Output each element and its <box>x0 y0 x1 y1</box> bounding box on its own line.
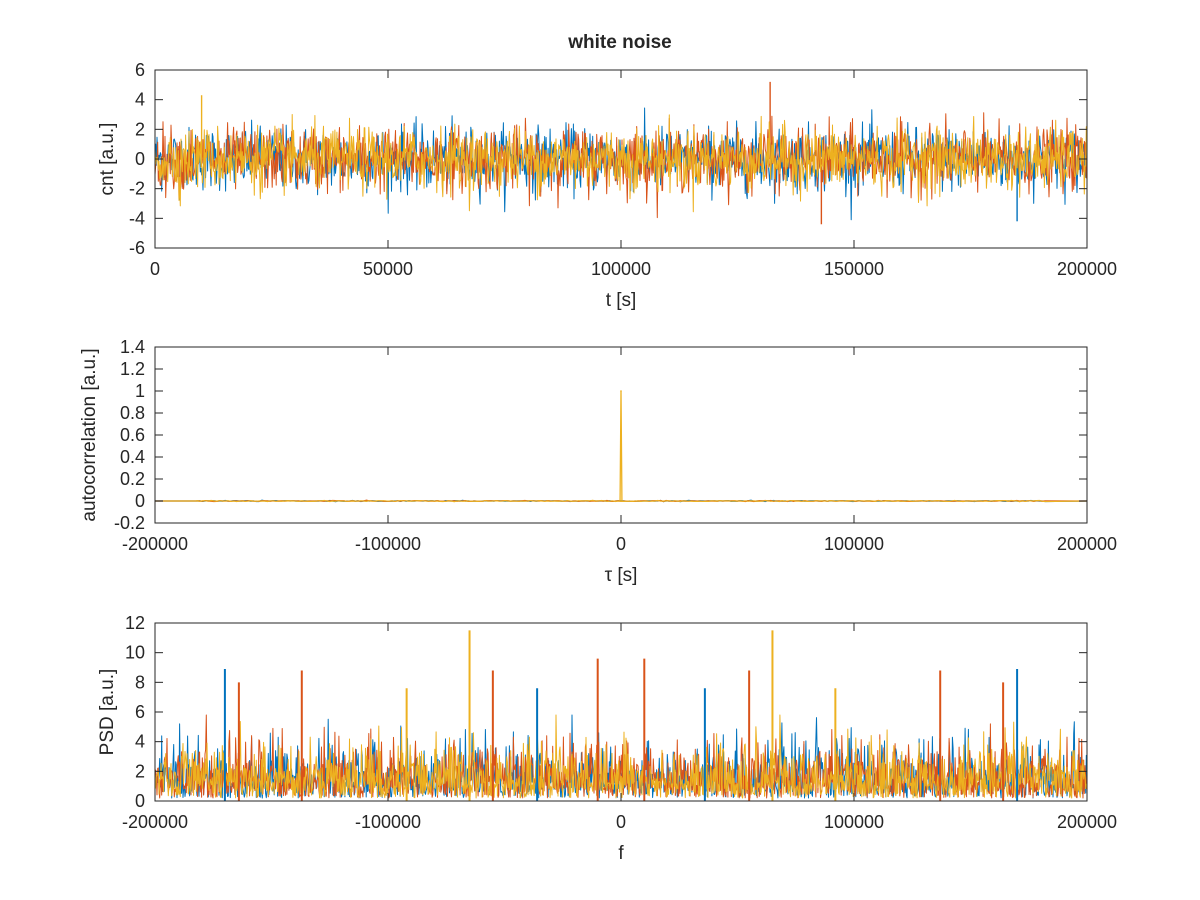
x-tick-label: 100000 <box>824 534 884 554</box>
x-tick-label: -200000 <box>122 534 188 554</box>
series-line-3 <box>155 114 1087 213</box>
y-tick-label: -6 <box>129 238 145 258</box>
y-axis-label: autocorrelation [a.u.] <box>79 348 100 521</box>
y-tick-label: 8 <box>135 672 145 692</box>
y-axis-label: cnt [a.u.] <box>97 123 118 196</box>
y-tick-label: 0 <box>135 149 145 169</box>
y-tick-label: 4 <box>135 732 145 752</box>
x-tick-label: 200000 <box>1057 259 1117 279</box>
y-tick-label: 2 <box>135 119 145 139</box>
y-tick-label: -4 <box>129 208 145 228</box>
x-tick-label: 0 <box>616 812 626 832</box>
y-tick-label: 1.2 <box>120 359 145 379</box>
y-tick-label: 1 <box>135 381 145 401</box>
y-tick-label: 0 <box>135 491 145 511</box>
x-axis-label: f <box>618 843 624 864</box>
y-tick-label: 2 <box>135 761 145 781</box>
y-tick-label: -0.2 <box>114 513 145 533</box>
x-tick-label: -100000 <box>355 534 421 554</box>
x-tick-label: 200000 <box>1057 812 1117 832</box>
y-tick-label: 0 <box>135 791 145 811</box>
x-tick-label: 0 <box>150 259 160 279</box>
y-axis-label: PSD [a.u.] <box>97 669 118 756</box>
y-tick-label: 4 <box>135 90 145 110</box>
x-tick-label: -200000 <box>122 812 188 832</box>
y-tick-label: 0.4 <box>120 447 145 467</box>
y-tick-label: 0.8 <box>120 403 145 423</box>
series-line-2 <box>155 714 1087 799</box>
x-tick-label: -100000 <box>355 812 421 832</box>
y-tick-label: 12 <box>125 613 145 633</box>
y-tick-label: 0.2 <box>120 469 145 489</box>
x-axis-label: τ [s] <box>605 565 638 586</box>
y-tick-label: 1.4 <box>120 337 145 357</box>
x-tick-label: 0 <box>616 534 626 554</box>
axes-autocorrelation: -200000 -100000 0 100000 200000-0.200.20.40.… <box>79 337 1117 586</box>
y-tick-label: 10 <box>125 643 145 663</box>
y-tick-label: 0.6 <box>120 425 145 445</box>
chart-title: white noise <box>567 32 671 53</box>
y-tick-label: 6 <box>135 60 145 80</box>
series-line-3 <box>155 714 1087 799</box>
y-tick-label: 6 <box>135 702 145 722</box>
x-tick-label: 100000 <box>591 259 651 279</box>
y-tick-label: -2 <box>129 179 145 199</box>
x-tick-label: 150000 <box>824 259 884 279</box>
x-axis-label: t [s] <box>606 290 637 311</box>
x-tick-label: 100000 <box>824 812 884 832</box>
axes-time-signal: 0 50000 100000 150000 200000 -6 -4 -2 0 2 4 6 t [s] c… <box>97 60 1117 311</box>
x-tick-label: 200000 <box>1057 534 1117 554</box>
x-tick-label: 50000 <box>363 259 413 279</box>
axes-psd: -200000 -100000 0 100000 200000 0 2 4 6 8 10 12 f PSD… <box>97 613 1117 864</box>
data-point <box>620 390 622 392</box>
